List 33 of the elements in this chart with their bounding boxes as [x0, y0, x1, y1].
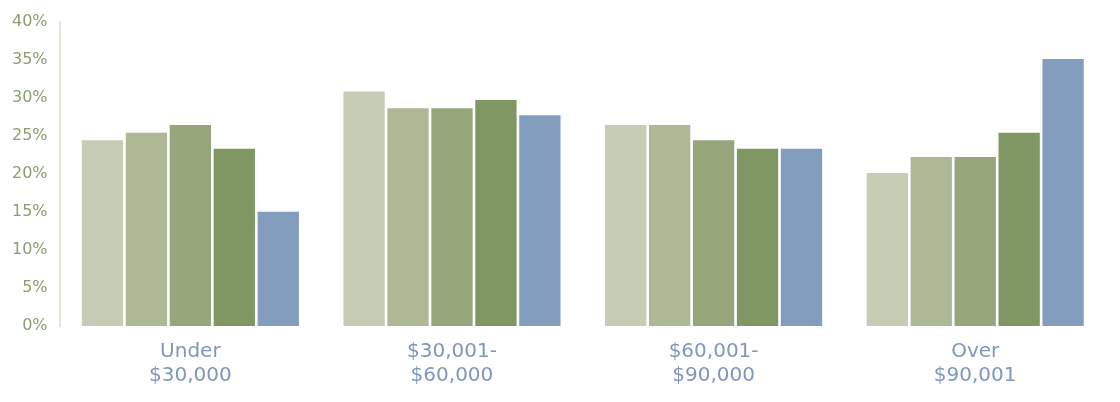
bar — [780, 148, 823, 326]
bar — [125, 132, 168, 326]
bar — [954, 157, 996, 326]
x-tick-label: Over $90,001 — [933, 338, 1017, 387]
bar — [648, 125, 691, 326]
bar — [431, 108, 473, 326]
y-tick-label: 30% — [12, 86, 48, 106]
bar — [866, 173, 908, 326]
bar — [475, 99, 517, 326]
y-tick-label: 35% — [12, 48, 48, 68]
y-tick-label: 0% — [22, 315, 48, 335]
y-tick-label: 40% — [12, 10, 48, 30]
bar — [1042, 58, 1084, 326]
bar — [736, 148, 779, 326]
bar — [169, 125, 212, 326]
bar — [998, 132, 1040, 326]
x-tick-label: $30,001- $60,000 — [407, 338, 497, 387]
bar — [257, 211, 299, 326]
bar — [213, 148, 255, 326]
x-tick-label: Under $30,000 — [149, 338, 232, 387]
y-tick-label: 25% — [12, 124, 48, 144]
x-tick-label: $60,001- $90,000 — [668, 338, 759, 387]
bar — [343, 91, 385, 326]
bar — [519, 115, 561, 326]
bar — [910, 157, 952, 326]
bar — [692, 140, 735, 326]
bar — [81, 140, 124, 326]
bar — [605, 125, 647, 326]
y-tick-label: 15% — [12, 201, 48, 221]
y-tick-label: 10% — [12, 239, 48, 259]
y-tick-label: 20% — [12, 162, 48, 182]
bar — [387, 108, 429, 326]
y-tick-label: 5% — [22, 277, 48, 297]
